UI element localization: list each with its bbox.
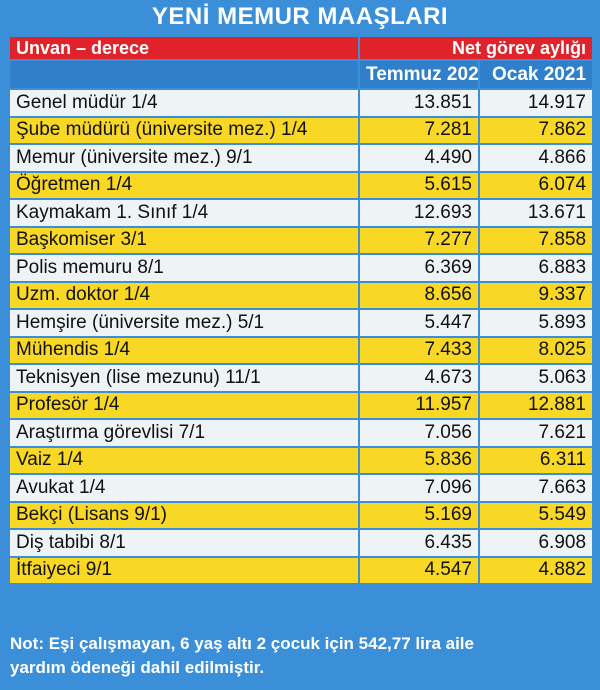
- table-row: Vaiz 1/4 5.836 6.311: [8, 445, 595, 475]
- salary-cell: 13.671: [477, 198, 595, 228]
- salary-cell: 12.881: [477, 390, 595, 420]
- table-row: Şube müdürü (üniversite mez.) 1/4 7.281 7.…: [8, 115, 595, 145]
- salary-cell: 5.447: [358, 308, 480, 338]
- column-header: Ocak 2021: [477, 59, 595, 90]
- subheader-row: Temmuz 2020 Ocak 2021: [8, 59, 595, 90]
- salary-cell: 6.311: [477, 445, 595, 475]
- header-label: Unvan – derece: [8, 35, 360, 61]
- table-row: Kaymakam 1. Sınıf 1/4 12.693 13.671: [8, 198, 595, 228]
- title-cell: Kaymakam 1. Sınıf 1/4: [8, 198, 360, 228]
- salary-cell: 5.893: [477, 308, 595, 338]
- table-row: İtfaiyeci 9/1 4.547 4.882: [8, 555, 595, 585]
- title-cell: Mühendis 1/4: [8, 335, 360, 365]
- salary-cell: 13.851: [358, 88, 480, 118]
- table-row: Araştırma görevlisi 7/1 7.056 7.621: [8, 418, 595, 448]
- title-cell: Hemşire (üniversite mez.) 5/1: [8, 308, 360, 338]
- title-cell: Genel müdür 1/4: [8, 88, 360, 118]
- salary-cell: 8.656: [358, 280, 480, 310]
- salary-cell: 7.056: [358, 418, 480, 448]
- salary-cell: 7.096: [358, 473, 480, 503]
- salary-cell: 11.957: [358, 390, 480, 420]
- title: YENİ MEMUR MAAŞLARI: [151, 3, 449, 30]
- title-cell: Başkomiser 3/1: [8, 225, 360, 255]
- salary-cell: 4.673: [358, 363, 480, 393]
- salary-cell: 7.663: [477, 473, 595, 503]
- table-row: Mühendis 1/4 7.433 8.025: [8, 335, 595, 365]
- salary-cell: 7.277: [358, 225, 480, 255]
- salary-cell: 14.917: [477, 88, 595, 118]
- header-row: Unvan – derece Net görev aylığı: [8, 35, 595, 61]
- table-row: Teknisyen (lise mezunu) 11/1 4.673 5.063: [8, 363, 595, 393]
- table-row: Hemşire (üniversite mez.) 5/1 5.447 5.893: [8, 308, 595, 338]
- note: Not: Eşi çalışmayan, 6 yaş altı 2 çocuk …: [10, 634, 474, 677]
- salary-cell: 9.337: [477, 280, 595, 310]
- table-row: Başkomiser 3/1 7.277 7.858: [8, 225, 595, 255]
- blank-cell: [8, 59, 360, 90]
- header-group: Net görev aylığı: [357, 35, 595, 61]
- salary-cell: 7.433: [358, 335, 480, 365]
- table-row: Polis memuru 8/1 6.369 6.883: [8, 253, 595, 283]
- salary-cell: 5.549: [477, 500, 595, 530]
- table-row: Diş tabibi 8/1 6.435 6.908: [8, 528, 595, 558]
- salary-cell: 4.490: [358, 143, 480, 173]
- title-cell: Şube müdürü (üniversite mez.) 1/4: [8, 115, 360, 145]
- title-cell: Teknisyen (lise mezunu) 11/1: [8, 363, 360, 393]
- title-cell: İtfaiyeci 9/1: [8, 555, 360, 585]
- salary-cell: 5.836: [358, 445, 480, 475]
- title-cell: Avukat 1/4: [8, 473, 360, 503]
- title-cell: Polis memuru 8/1: [8, 253, 360, 283]
- salary-cell: 5.615: [358, 170, 480, 200]
- title-cell: Öğretmen 1/4: [8, 170, 360, 200]
- salary-cell: 8.025: [477, 335, 595, 365]
- title-cell: Memur (üniversite mez.) 9/1: [8, 143, 360, 173]
- title-cell: Vaiz 1/4: [8, 445, 360, 475]
- column-header: Temmuz 2020: [358, 59, 480, 90]
- salary-cell: 7.621: [477, 418, 595, 448]
- table-row: Uzm. doktor 1/4 8.656 9.337: [8, 280, 595, 310]
- table-row: Profesör 1/4 11.957 12.881: [8, 390, 595, 420]
- salary-cell: 6.369: [358, 253, 480, 283]
- salary-cell: 5.063: [477, 363, 595, 393]
- salary-cell: 4.882: [477, 555, 595, 585]
- salary-cell: 7.858: [477, 225, 595, 255]
- salary-table: Unvan – derece Net görev aylığı Temmuz 2…: [8, 35, 595, 585]
- table-row: Bekçi (Lisans 9/1) 5.169 5.549: [8, 500, 595, 530]
- title-cell: Diş tabibi 8/1: [8, 528, 360, 558]
- salary-cell: 7.281: [358, 115, 480, 145]
- title-cell: Araştırma görevlisi 7/1: [8, 418, 360, 448]
- title-cell: Uzm. doktor 1/4: [8, 280, 360, 310]
- title-cell: Bekçi (Lisans 9/1): [8, 500, 360, 530]
- salary-cell: 5.169: [358, 500, 480, 530]
- salary-cell: 6.908: [477, 528, 595, 558]
- salary-cell: 6.883: [477, 253, 595, 283]
- salary-cell: 7.862: [477, 115, 595, 145]
- table-row: Memur (üniversite mez.) 9/1 4.490 4.866: [8, 143, 595, 173]
- salary-cell: 4.866: [477, 143, 595, 173]
- table-row: Genel müdür 1/4 13.851 14.917: [8, 88, 595, 118]
- salary-cell: 6.074: [477, 170, 595, 200]
- salary-cell: 6.435: [358, 528, 480, 558]
- table-row: Avukat 1/4 7.096 7.663: [8, 473, 595, 503]
- title-cell: Profesör 1/4: [8, 390, 360, 420]
- salary-cell: 4.547: [358, 555, 480, 585]
- table-row: Öğretmen 1/4 5.615 6.074: [8, 170, 595, 200]
- salary-cell: 12.693: [358, 198, 480, 228]
